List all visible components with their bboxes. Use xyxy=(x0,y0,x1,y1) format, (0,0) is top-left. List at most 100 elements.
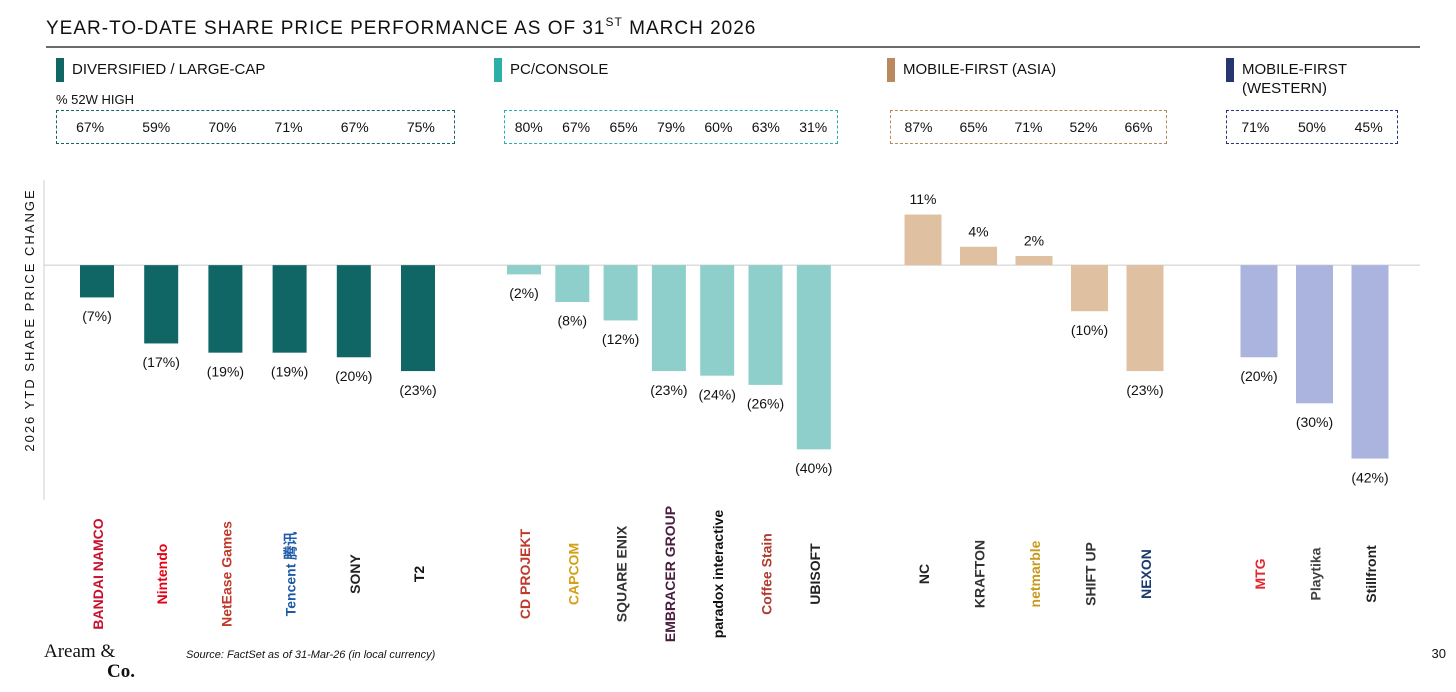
brand: Aream & xyxy=(44,641,115,662)
data-label: (42%) xyxy=(1351,469,1388,485)
high-52w-value: 52% xyxy=(1069,119,1098,135)
high-52w-value: 80% xyxy=(514,119,543,135)
data-label: 11% xyxy=(910,191,937,207)
bar xyxy=(960,246,997,266)
high-52w-value: 70% xyxy=(208,119,237,135)
bar xyxy=(700,265,735,376)
bar xyxy=(748,265,783,385)
brand: Co. xyxy=(107,661,135,682)
group-name: MOBILE-FIRST (ASIA) xyxy=(903,61,1057,78)
company-logo: KRAFTON xyxy=(972,540,988,608)
bar xyxy=(796,265,831,450)
high-52w-value: 59% xyxy=(142,119,171,135)
bar xyxy=(272,265,307,353)
bar xyxy=(555,265,590,303)
company-logo: NEXON xyxy=(1138,549,1154,599)
bar xyxy=(336,265,371,358)
legend-marker xyxy=(1226,58,1234,82)
company-logo: Tencent 腾讯 xyxy=(283,532,299,617)
company-logo: UBISOFT xyxy=(807,543,823,605)
bar xyxy=(1015,255,1053,266)
company-logo: NC xyxy=(916,564,932,584)
data-label: (40%) xyxy=(795,460,832,476)
data-label: (19%) xyxy=(207,363,244,379)
high-52w-value: 31% xyxy=(799,119,828,135)
data-label: (8%) xyxy=(558,313,588,329)
data-label: (19%) xyxy=(271,363,308,379)
bar xyxy=(1126,265,1164,372)
data-label: (23%) xyxy=(1126,382,1163,398)
high-52w-box: 80% 67% 65% 79% 60% 63% 31% xyxy=(504,110,838,144)
high-52w-value: 65% xyxy=(609,119,638,135)
high-52w-value: 67% xyxy=(340,119,369,135)
company-logo: T2 xyxy=(411,566,427,583)
high-52w-value: 50% xyxy=(1297,119,1326,135)
high-52w-value: 63% xyxy=(751,119,780,135)
data-label: (17%) xyxy=(143,354,180,370)
group-name: PC/CONSOLE xyxy=(510,61,609,78)
company-logo: Nintendo xyxy=(154,544,170,605)
group-name: MOBILE-FIRST (WESTERN) xyxy=(1242,61,1347,97)
bar xyxy=(144,265,179,344)
bar xyxy=(1296,265,1333,404)
bar xyxy=(507,265,541,275)
high-52w-value: 79% xyxy=(656,119,685,135)
company-logo: EMBRACER GROUP xyxy=(662,506,678,642)
bar xyxy=(1240,265,1278,358)
data-label: 2% xyxy=(1024,233,1044,249)
high-52w-value: 60% xyxy=(704,119,733,135)
company-logo: Playtika xyxy=(1308,547,1324,600)
company-logo: SQUARE ENIX xyxy=(614,525,630,622)
data-label: (24%) xyxy=(699,386,736,402)
company-logo: Stillfront xyxy=(1363,545,1379,603)
high-52w-value: 67% xyxy=(76,119,105,135)
company-logo: SHIFT UP xyxy=(1083,542,1099,606)
high-52w-value: 71% xyxy=(1241,119,1270,135)
bar xyxy=(80,265,114,298)
data-label: (10%) xyxy=(1071,322,1108,338)
data-label: (12%) xyxy=(602,331,639,347)
source: Source: FactSet as of 31-Mar-26 (in loca… xyxy=(186,649,436,661)
high-52w-box: 87% 65% 71% 52% 66% xyxy=(890,110,1167,144)
company-logo: CD PROJEKT xyxy=(517,528,533,619)
high-52w-value: 67% xyxy=(562,119,591,135)
high-52w-value: 71% xyxy=(274,119,303,135)
data-label: (30%) xyxy=(1296,414,1333,430)
bar xyxy=(904,214,942,266)
bar xyxy=(1071,265,1108,312)
data-label: (26%) xyxy=(747,396,784,412)
bar xyxy=(651,265,686,372)
title-end: MARCH 2026 xyxy=(623,18,757,39)
legend-marker xyxy=(494,58,502,82)
bar xyxy=(401,265,435,372)
legend-marker xyxy=(887,58,895,82)
high-52w-value: 65% xyxy=(959,119,988,135)
company-logo: netmarble xyxy=(1027,540,1043,607)
company-logo: BANDAI NAMCO xyxy=(90,518,106,629)
y-axis-label: 2026 YTD SHARE PRICE CHANGE xyxy=(22,188,37,451)
bar xyxy=(208,265,243,353)
data-label: (2%) xyxy=(509,285,539,301)
data-label: (20%) xyxy=(1240,368,1277,384)
company-logo: CAPCOM xyxy=(565,543,581,605)
data-label: (20%) xyxy=(335,368,372,384)
legend-marker xyxy=(56,58,64,82)
company-logo: SONY xyxy=(347,554,363,594)
data-label: 4% xyxy=(968,223,988,239)
company-logo: Coffee Stain xyxy=(759,533,775,615)
data-label: (7%) xyxy=(82,308,112,324)
data-label: (23%) xyxy=(650,382,687,398)
high-52w-value: 71% xyxy=(1014,119,1043,135)
group-name: DIVERSIFIED / LARGE-CAP xyxy=(72,61,266,78)
company-logo: MTG xyxy=(1252,558,1268,589)
high-52w-box: 71% 50% 45% xyxy=(1226,110,1398,144)
high-52w-value: 66% xyxy=(1124,119,1153,135)
company-logo: paradox interactive xyxy=(710,510,726,639)
bar xyxy=(1351,265,1389,459)
page-number: 30 xyxy=(1432,646,1446,661)
title-main: YEAR-TO-DATE SHARE PRICE PERFORMANCE AS … xyxy=(46,18,606,39)
high-52w-value: 75% xyxy=(406,119,435,135)
data-label: (23%) xyxy=(399,382,436,398)
